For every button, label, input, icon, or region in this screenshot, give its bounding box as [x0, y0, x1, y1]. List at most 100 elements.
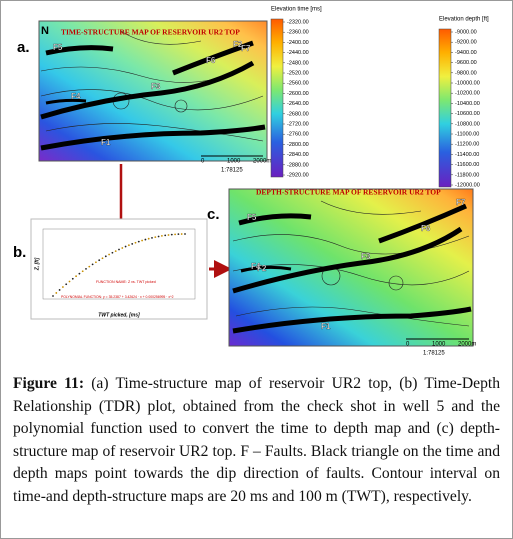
- tdr-point: [167, 234, 170, 236]
- scale-ratio: 1:78125: [423, 351, 445, 357]
- tdr-point: [154, 236, 157, 239]
- tdr-frame: [30, 218, 208, 320]
- north: N: [41, 25, 49, 37]
- colorbar-label: -2640.00: [287, 101, 309, 107]
- colorbar-label: -2520.00: [287, 70, 309, 76]
- tdr-point: [157, 235, 160, 238]
- fault-label: F7: [456, 198, 466, 207]
- colorbar-label: -12000.00: [455, 182, 480, 188]
- tdr-point: [137, 240, 140, 243]
- faults: [40, 40, 266, 151]
- caption-label: Figure 11:: [13, 375, 85, 392]
- tdr-axes: [42, 228, 196, 300]
- tdr-point: [141, 239, 144, 242]
- colorbar-label: -9400.00: [455, 50, 477, 56]
- tdr-point: [147, 237, 150, 240]
- tdr-point: [58, 289, 61, 291]
- function-name: FUNCTION NAME: Z vs. TWT picked: [96, 280, 156, 284]
- tdr-point: [78, 272, 81, 275]
- colorbar-label: -10800.00: [455, 121, 480, 127]
- fault-label: F3: [361, 252, 371, 261]
- tdr-point: [121, 247, 124, 249]
- panel-letter: b.: [13, 244, 26, 261]
- tdr-point: [118, 248, 120, 251]
- tdr-point: [114, 250, 117, 252]
- tdr-point: [62, 286, 64, 288]
- y-axis-label: Z, [ft]: [34, 257, 40, 271]
- fault-label: F4: [71, 92, 81, 101]
- tdr-point: [104, 255, 107, 258]
- fault-label: F3: [151, 82, 161, 91]
- colorbar-label: -2600.00: [287, 91, 309, 97]
- tdr-point: [151, 236, 153, 239]
- colorbar: [270, 18, 284, 178]
- tdr-point: [144, 238, 147, 241]
- tdr-point: [180, 233, 183, 235]
- tdr-point: [128, 244, 130, 247]
- colorbar-label: -10000.00: [455, 80, 480, 86]
- tdr-point: [184, 233, 186, 235]
- time-map: [38, 20, 268, 162]
- colorbar-label: -11000.00: [455, 131, 479, 137]
- fault-label: F4: [251, 262, 261, 271]
- colorbar-label: -10600.00: [455, 111, 480, 117]
- colorbar-label: -2360.00: [287, 30, 309, 36]
- tdr-point: [98, 259, 101, 262]
- fault-label: F2: [257, 264, 267, 273]
- scale-ratio: 1:78125: [221, 168, 243, 174]
- panel-letter: a.: [17, 39, 30, 56]
- scale-label: 1000: [432, 342, 446, 348]
- scale-label: 0: [406, 342, 410, 348]
- fault-label: F5: [53, 43, 63, 52]
- tdr-point: [161, 234, 163, 237]
- map-title: DEPTH-STRUCTURE MAP OF RESERVOIR UR2 TOP: [256, 188, 441, 197]
- scale-label: 2000m: [253, 159, 271, 165]
- colorbar-label: -11200.00: [455, 142, 479, 148]
- colorbar-label: -10400.00: [455, 101, 480, 107]
- colorbar-label: -2840.00: [287, 152, 309, 158]
- tdr-point: [108, 253, 110, 256]
- tdr-point: [174, 233, 177, 236]
- colorbar-label: -11600.00: [455, 162, 479, 168]
- colorbar-label: -2440.00: [287, 50, 309, 56]
- colorbar-label: -9200.00: [455, 40, 477, 46]
- tdr-point: [85, 267, 87, 270]
- tdr-point: [91, 263, 94, 266]
- tdr-point: [75, 275, 77, 278]
- tdr-point: [71, 277, 74, 280]
- scale-label: 1000: [227, 159, 241, 165]
- colorbar-label: -10200.00: [455, 91, 480, 97]
- tdr-point: [68, 280, 71, 283]
- colorbar-label: -2680.00: [287, 111, 309, 117]
- map-title: TIME-STRUCTURE MAP OF RESERVOIR UR2 TOP: [61, 28, 240, 37]
- tdr-point: [101, 257, 104, 260]
- colorbar-label: -11800.00: [455, 172, 479, 178]
- tdr-point: [177, 233, 180, 236]
- scale-label: 2000m: [458, 342, 476, 348]
- tdr-point: [88, 265, 91, 268]
- tdr-point: [124, 245, 127, 248]
- colorbar-title: Elevation time [ms]: [271, 7, 322, 13]
- tdr-point: [134, 241, 137, 244]
- caption-text: (a) Time-structure map of reservoir UR2 …: [13, 375, 501, 505]
- colorbar-label: -2400.00: [287, 40, 309, 46]
- tdr-point: [131, 243, 134, 245]
- x-axis-label: TWT picked, [ms]: [98, 312, 140, 318]
- fault-label: F2: [233, 40, 243, 49]
- fault-label: F5: [247, 213, 257, 222]
- colorbar-label: -2760.00: [287, 132, 309, 138]
- fault-label: F6: [421, 224, 431, 233]
- fault-label: F1: [321, 322, 331, 331]
- colorbar-label: -9800.00: [455, 70, 477, 76]
- panel-letter: c.: [207, 206, 220, 223]
- colorbar-label: -2480.00: [287, 60, 309, 66]
- colorbar-label: -9000.00: [455, 29, 477, 35]
- tdr-point: [164, 234, 167, 237]
- tdr-point: [95, 261, 97, 264]
- tdr-point: [65, 283, 68, 286]
- colorbar-title: Elevation depth [ft]: [439, 17, 489, 23]
- polynomial: POLYNOMIAL FUNCTION: y = 35.2387 + 3.426…: [61, 295, 174, 299]
- fault-label: F1: [101, 138, 111, 147]
- faults: [232, 203, 472, 334]
- colorbar-label: -11400.00: [455, 152, 479, 158]
